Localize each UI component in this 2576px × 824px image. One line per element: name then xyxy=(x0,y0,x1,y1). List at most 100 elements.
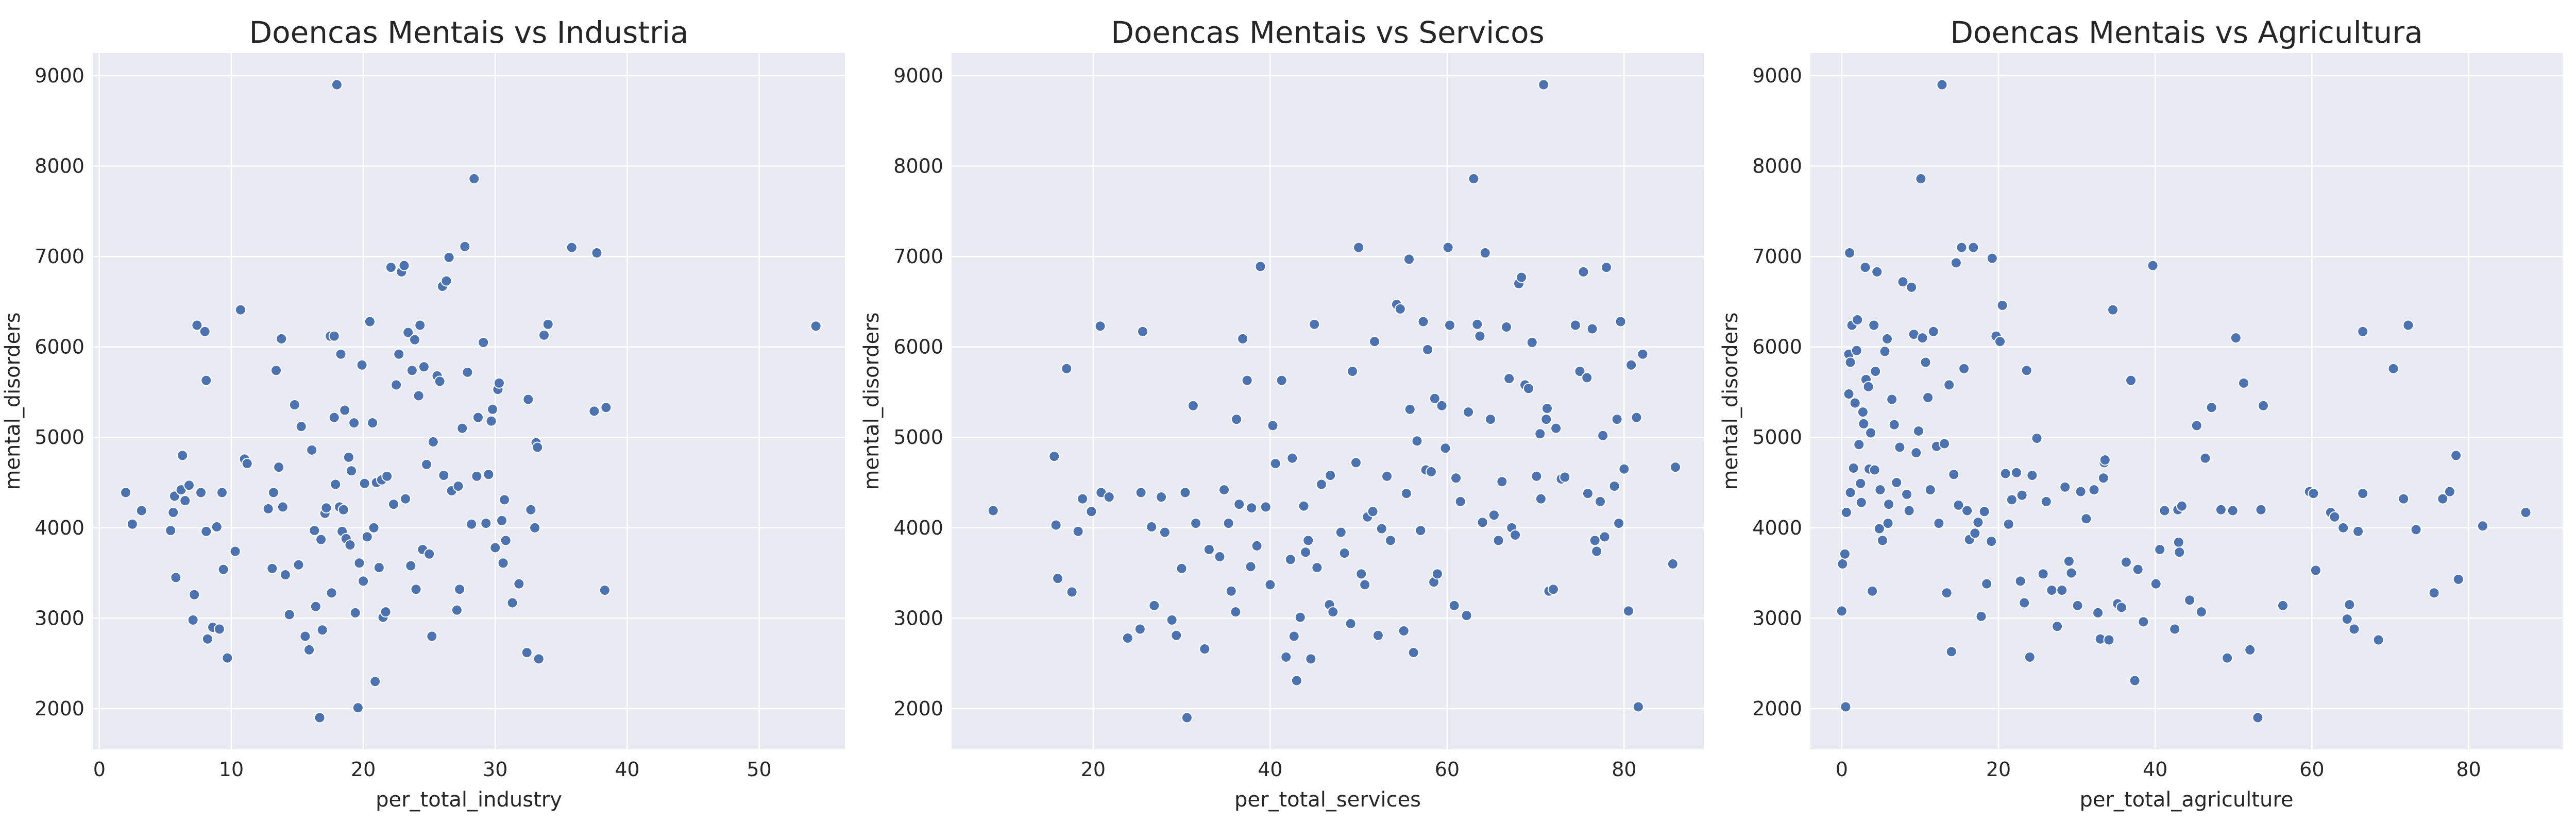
y-tick-label: 9000 xyxy=(893,64,943,87)
scatter-point xyxy=(276,333,287,345)
scatter-point xyxy=(1589,535,1601,546)
scatter-point xyxy=(1882,518,1894,529)
scatter-point xyxy=(1906,281,1918,293)
scatter-point xyxy=(189,589,200,600)
scatter-point xyxy=(1461,610,1472,622)
scatter-point xyxy=(414,319,426,331)
scatter-point xyxy=(2191,420,2202,432)
scatter-point xyxy=(1156,491,1167,503)
scatter-point xyxy=(2132,563,2144,575)
scatter-point xyxy=(1353,242,1365,253)
scatter-point xyxy=(2169,623,2181,635)
scatter-point xyxy=(2428,587,2440,599)
scatter-point xyxy=(1485,414,1497,425)
scatter-point xyxy=(1166,614,1178,626)
x-axis-label: per_total_agriculture xyxy=(2079,788,2293,812)
scatter-point xyxy=(1978,506,1990,518)
scatter-point xyxy=(1986,252,1998,264)
scatter-point xyxy=(1315,478,1327,490)
scatter-point xyxy=(413,390,425,402)
scatter-point xyxy=(200,374,212,386)
scatter-point xyxy=(273,461,285,473)
scatter-point xyxy=(339,404,351,416)
scatter-point xyxy=(1276,374,1287,386)
scatter-point xyxy=(1171,629,1182,641)
scatter-point xyxy=(1891,477,1903,489)
scatter-point xyxy=(1479,247,1491,259)
scatter-point xyxy=(1836,605,1848,617)
scatter-point xyxy=(1181,712,1193,724)
scatter-point xyxy=(229,545,241,557)
scatter-point xyxy=(344,539,356,551)
scatter-point xyxy=(1855,477,1867,489)
scatter-point xyxy=(2003,518,2014,530)
x-tick-label: 80 xyxy=(1612,758,1636,781)
scatter-point xyxy=(1953,499,1964,511)
scatter-point xyxy=(1050,519,1062,531)
scatter-point xyxy=(522,393,534,405)
scatter-point xyxy=(1927,325,1939,337)
scatter-point xyxy=(2477,520,2488,532)
scatter-point xyxy=(533,653,545,665)
scatter-point xyxy=(1510,529,1521,541)
scatter-point xyxy=(1425,466,1437,477)
scatter-point xyxy=(1599,531,1611,543)
scatter-point xyxy=(1933,518,1945,529)
scatter-point xyxy=(1597,430,1609,441)
scatter-point xyxy=(391,379,402,391)
scatter-point xyxy=(418,361,430,373)
y-tick-label: 5000 xyxy=(893,426,943,449)
scatter-point xyxy=(2072,599,2083,611)
scatter-point xyxy=(506,597,518,609)
scatter-point xyxy=(1347,366,1359,377)
scatter-point xyxy=(277,501,289,513)
scatter-point xyxy=(1844,487,1856,499)
scatter-point xyxy=(1858,418,1870,430)
scatter-point xyxy=(1325,469,1336,481)
scatter-point xyxy=(538,329,550,341)
scatter-point xyxy=(393,348,405,360)
scatter-point xyxy=(1613,518,1625,529)
scatter-point xyxy=(487,403,499,415)
scatter-point xyxy=(2174,546,2185,558)
scatter-point xyxy=(283,609,295,621)
scatter-point xyxy=(1251,540,1263,552)
y-tick-label: 4000 xyxy=(35,517,84,539)
scatter-point xyxy=(1586,323,1598,335)
scatter-point xyxy=(2372,634,2384,646)
scatter-point xyxy=(1888,419,1900,431)
scatter-point xyxy=(1066,586,1078,598)
scatter-point xyxy=(1912,425,1924,437)
scatter-point xyxy=(468,173,480,185)
scatter-point xyxy=(1267,420,1279,432)
scatter-point xyxy=(1581,372,1593,384)
scatter-point xyxy=(1245,561,1257,573)
scatter-point xyxy=(2402,319,2414,331)
scatter-point xyxy=(1225,585,1237,597)
scatter-point xyxy=(314,712,326,724)
scatter-point xyxy=(1522,383,1534,394)
scatter-point xyxy=(2238,377,2250,389)
scatter-point xyxy=(2103,634,2115,646)
scatter-point xyxy=(1632,701,1644,713)
scatter-point xyxy=(426,630,438,642)
scatter-point xyxy=(2063,555,2075,567)
scatter-point xyxy=(532,441,544,453)
scatter-point xyxy=(1840,701,1852,713)
scatter-point xyxy=(330,478,342,490)
scatter-point xyxy=(1870,366,1882,377)
x-tick-label: 30 xyxy=(483,758,507,781)
scatter-point xyxy=(1843,388,1855,400)
scatter-point xyxy=(1500,321,1512,333)
scatter-point xyxy=(381,470,393,482)
scatter-point xyxy=(1335,526,1347,538)
scatter-point xyxy=(489,542,501,554)
scatter-point xyxy=(1436,400,1448,411)
scatter-point xyxy=(1883,499,1895,510)
scatter-point xyxy=(1526,336,1538,348)
scatter-point xyxy=(497,557,509,569)
scatter-point xyxy=(1411,435,1423,447)
scatter-point xyxy=(478,336,489,348)
scatter-point xyxy=(2206,402,2217,414)
scatter-point xyxy=(1897,276,1909,288)
